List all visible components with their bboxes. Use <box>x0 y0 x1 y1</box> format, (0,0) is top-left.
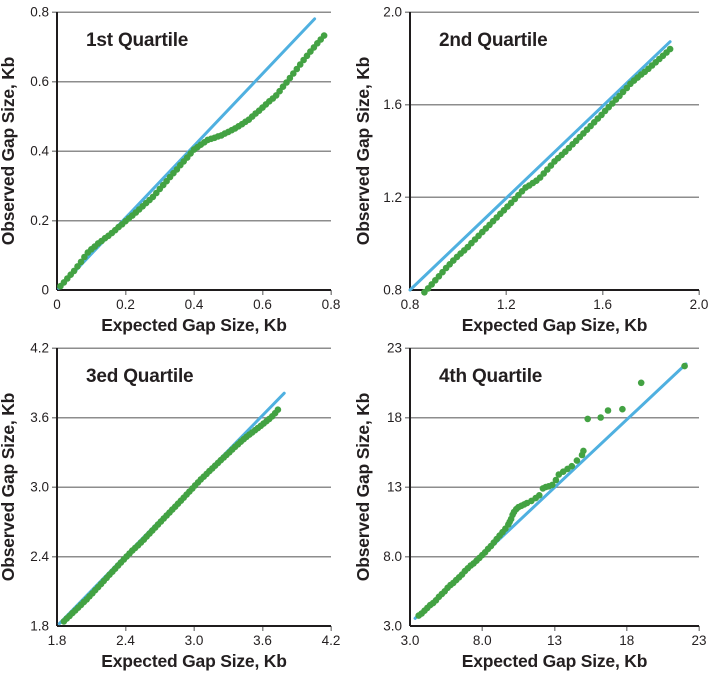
x-tick-label: 0.8 <box>322 297 341 312</box>
data-points <box>60 406 282 625</box>
y-tick-label: 0.4 <box>30 144 49 159</box>
x-tick-label: 2.4 <box>116 633 135 648</box>
y-tick-label: 18 <box>387 410 402 425</box>
x-tick-label: 0 <box>53 297 61 312</box>
y-tick-label: 4.2 <box>30 341 49 356</box>
y-tick-label: 0.2 <box>30 213 49 228</box>
y-tick-label: 13 <box>387 480 402 495</box>
y-tick-label: 23 <box>387 341 402 356</box>
data-point <box>293 65 301 73</box>
y-tick-label: 1.8 <box>30 619 49 634</box>
data-point <box>536 492 543 499</box>
panel-1st-quartile: 0 0.2 0.4 0.6 0.8 0 0.2 0.4 0.6 0.8 1st Quartile Ex… <box>0 0 355 338</box>
y-tick-label: 8.0 <box>383 549 402 564</box>
chart-1st-quartile: 0 0.2 0.4 0.6 0.8 0 0.2 0.4 0.6 0.8 1st Quartile Ex… <box>0 5 341 336</box>
data-point <box>320 32 328 39</box>
y-tick-label: 3.0 <box>30 480 49 495</box>
data-point <box>573 457 581 464</box>
data-point <box>681 362 688 370</box>
data-point <box>296 61 304 68</box>
y-tick-label: 3.0 <box>383 619 402 634</box>
data-point <box>666 45 674 53</box>
data-point <box>597 414 604 421</box>
panel-title: 3ed Quartile <box>86 366 193 387</box>
y-tick-label: 1.2 <box>383 190 402 205</box>
data-point <box>81 253 88 261</box>
x-tick-label: 0.2 <box>116 297 135 312</box>
x-axis-label: Expected Gap Size, Kb <box>462 651 647 671</box>
data-point <box>77 258 85 266</box>
data-point <box>274 406 282 413</box>
x-tick-label: 13 <box>547 633 562 648</box>
x-tick-label: 2.0 <box>690 297 709 312</box>
x-tick-label: 3.0 <box>185 633 204 648</box>
x-tick-label: 3.6 <box>253 633 272 648</box>
data-point <box>619 405 626 413</box>
data-point <box>568 462 576 470</box>
y-tick-label: 0.6 <box>30 74 49 89</box>
y-tick-label: 0.8 <box>383 283 402 298</box>
data-point <box>276 87 283 95</box>
x-tick-label: 0.8 <box>401 297 420 312</box>
data-point <box>70 267 78 275</box>
x-tick-label: 18 <box>619 633 634 648</box>
data-point <box>580 447 587 455</box>
panel-4th-quartile: 3.0 8.0 13 18 23 3.0 8.0 13 18 23 4th Quartile Expe… <box>353 338 711 676</box>
data-point <box>549 481 556 489</box>
chart-4th-quartile: 3.0 8.0 13 18 23 3.0 8.0 13 18 23 4th Quartile Expe… <box>353 341 707 672</box>
x-tick-label: 1.6 <box>593 297 612 312</box>
data-point <box>604 407 612 414</box>
x-tick-label: 0.4 <box>185 297 204 312</box>
panel-2nd-quartile: 0.8 1.2 1.6 2.0 0.8 1.2 1.6 2.0 2nd Quartile Expe… <box>353 0 711 338</box>
y-tick-label: 2.0 <box>383 5 402 20</box>
data-point <box>283 79 290 86</box>
x-axis-label: Expected Gap Size, Kb <box>462 315 647 335</box>
y-tick-label: 0.8 <box>30 5 49 20</box>
x-tick-label: 23 <box>691 633 706 648</box>
data-point <box>74 263 81 270</box>
data-point <box>584 415 591 423</box>
panel-title: 4th Quartile <box>439 366 542 387</box>
data-point <box>552 476 560 484</box>
chart-2nd-quartile: 0.8 1.2 1.6 2.0 0.8 1.2 1.6 2.0 2nd Quartile Expe… <box>353 5 709 336</box>
y-tick-label: 2.4 <box>30 549 49 564</box>
panel-title: 2nd Quartile <box>439 30 547 51</box>
x-axis-label: Expected Gap Size, Kb <box>101 315 286 335</box>
reference-line <box>408 40 672 292</box>
data-points <box>57 32 328 290</box>
y-tick-label: 0 <box>41 283 49 298</box>
x-tick-label: 1.8 <box>48 633 67 648</box>
y-tick-label: 3.6 <box>30 410 49 425</box>
panel-3ed-quartile: 1.8 2.4 3.0 3.6 4.2 1.8 2.4 3.0 3.6 4.2 3ed Quarti… <box>0 338 355 676</box>
panel-title: 1st Quartile <box>86 30 188 51</box>
y-axis-label: Observed Gap Size, Kb <box>353 393 373 581</box>
y-axis-label: Observed Gap Size, Kb <box>353 57 373 245</box>
data-points <box>415 362 688 619</box>
chart-3ed-quartile: 1.8 2.4 3.0 3.6 4.2 1.8 2.4 3.0 3.6 4.2 3ed Quarti… <box>0 341 341 672</box>
x-tick-label: 3.0 <box>401 633 420 648</box>
data-point <box>286 74 294 82</box>
x-tick-label: 0.6 <box>253 297 272 312</box>
x-tick-label: 1.2 <box>497 297 516 312</box>
x-tick-label: 4.2 <box>322 633 341 648</box>
x-tick-label: 8.0 <box>473 633 492 648</box>
data-point <box>637 379 645 387</box>
y-axis-label: Observed Gap Size, Kb <box>0 57 18 245</box>
y-tick-label: 1.6 <box>383 97 402 112</box>
data-points <box>421 45 674 296</box>
x-axis-label: Expected Gap Size, Kb <box>101 651 286 671</box>
data-point <box>290 70 297 77</box>
y-axis-label: Observed Gap Size, Kb <box>0 393 18 581</box>
